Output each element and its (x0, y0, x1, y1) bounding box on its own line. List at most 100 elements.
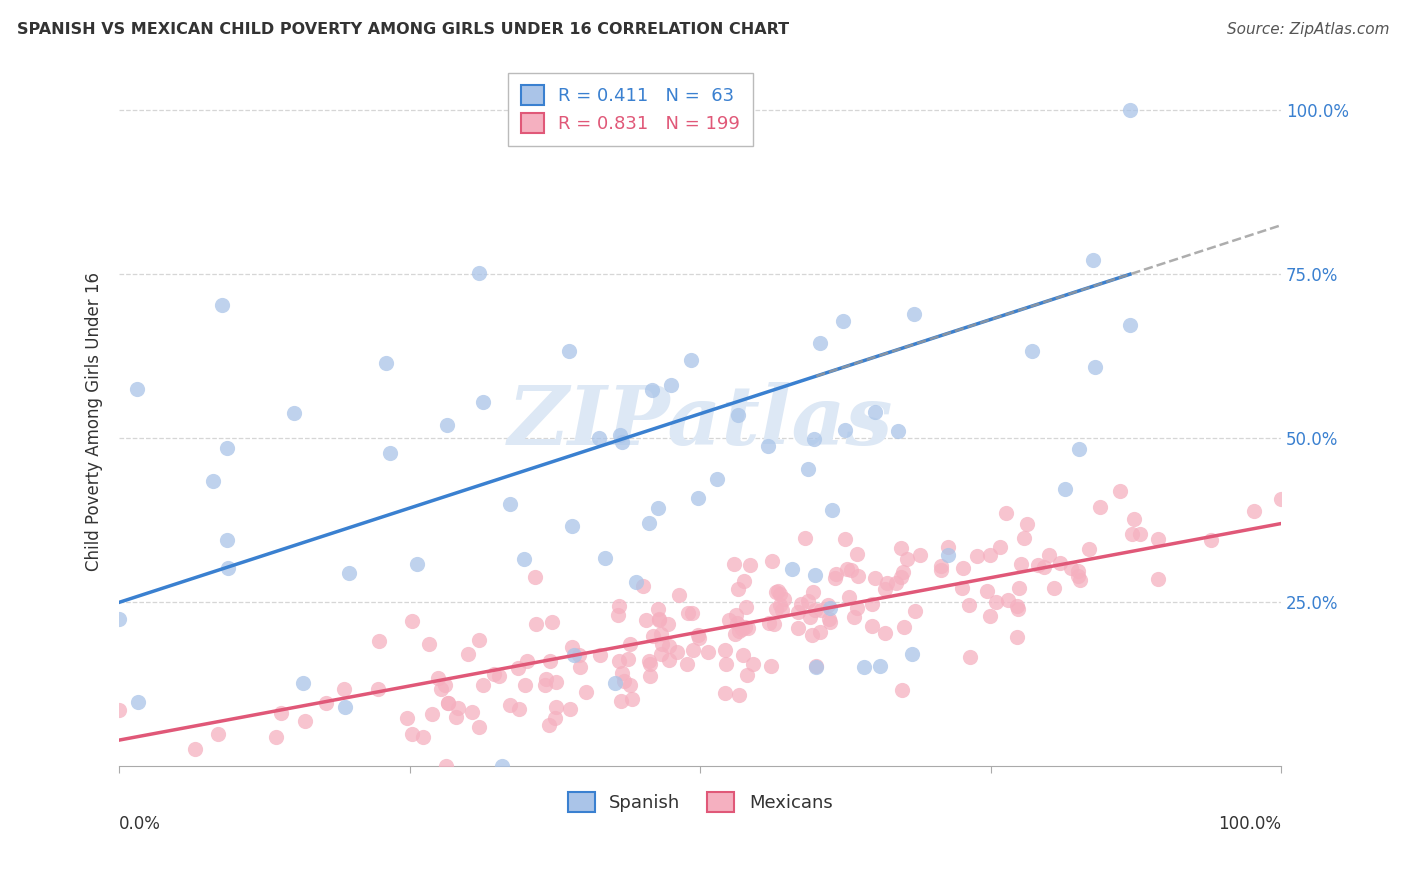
Point (1147, 532, 1170, 546)
Point (593, 550, 616, 565)
Point (714, 686, 737, 700)
Point (910, 548, 932, 562)
Point (765, 584, 787, 599)
Point (619, 637, 641, 651)
Point (638, 657, 661, 672)
Point (681, 353, 703, 368)
Point (335, 699, 357, 714)
Point (818, 600, 841, 615)
Point (817, 598, 839, 612)
Point (765, 602, 787, 616)
Point (650, 647, 672, 661)
Point (997, 593, 1019, 607)
Point (631, 579, 654, 593)
Point (437, 696, 460, 710)
Point (537, 717, 560, 731)
Point (488, 669, 510, 683)
Point (513, 552, 536, 566)
Point (676, 657, 699, 672)
Point (523, 570, 546, 584)
Point (869, 659, 891, 673)
Point (1109, 483, 1132, 498)
Point (773, 591, 796, 606)
Point (657, 616, 679, 631)
Point (1012, 531, 1035, 545)
Point (524, 617, 547, 632)
Point (1043, 581, 1066, 595)
Point (1147, 572, 1170, 586)
Point (1119, 103, 1142, 118)
Point (896, 552, 918, 566)
Point (959, 650, 981, 665)
Point (824, 566, 846, 581)
Point (724, 607, 747, 622)
Point (834, 532, 856, 546)
Point (1067, 564, 1090, 578)
Point (1199, 533, 1222, 547)
Point (666, 645, 689, 659)
Point (621, 691, 644, 706)
Point (727, 408, 749, 422)
Text: SPANISH VS MEXICAN CHILD POVERTY AMONG GIRLS UNDER 16 CORRELATION CHART: SPANISH VS MEXICAN CHILD POVERTY AMONG G… (17, 22, 789, 37)
Point (806, 658, 828, 673)
Point (759, 658, 782, 673)
Point (853, 659, 876, 673)
Point (735, 668, 758, 682)
Point (125, 382, 148, 396)
Point (127, 695, 149, 709)
Point (810, 603, 832, 617)
Point (890, 541, 912, 556)
Point (447, 700, 470, 714)
Point (838, 591, 860, 605)
Point (728, 624, 751, 639)
Point (215, 533, 238, 548)
Point (546, 700, 568, 714)
Point (780, 562, 803, 576)
Point (986, 595, 1008, 609)
Point (763, 616, 786, 631)
Point (626, 575, 648, 590)
Point (976, 583, 998, 598)
Point (929, 558, 952, 573)
Point (401, 727, 423, 741)
Point (1069, 574, 1091, 588)
Point (890, 570, 912, 584)
Point (966, 549, 988, 563)
Point (887, 424, 910, 438)
Point (734, 620, 756, 634)
Point (467, 266, 489, 280)
Point (1053, 483, 1076, 497)
Point (804, 660, 827, 674)
Point (741, 657, 763, 672)
Point (758, 615, 780, 630)
Point (688, 491, 710, 506)
Point (793, 531, 815, 545)
Point (979, 548, 1001, 562)
Point (610, 694, 633, 708)
Point (890, 682, 912, 697)
Point (1059, 561, 1081, 575)
Point (637, 516, 659, 530)
Point (558, 702, 581, 716)
Point (723, 558, 745, 572)
Point (207, 727, 229, 741)
Point (202, 474, 225, 488)
Point (682, 642, 704, 657)
Point (395, 711, 418, 725)
Point (468, 633, 491, 648)
Point (533, 678, 555, 692)
Point (562, 648, 585, 662)
Point (610, 666, 633, 681)
Point (789, 597, 811, 611)
Point (367, 682, 389, 697)
Point (824, 571, 846, 585)
Point (845, 600, 868, 615)
Point (860, 618, 883, 632)
Point (696, 645, 718, 659)
Point (609, 654, 631, 668)
Point (641, 384, 664, 398)
Point (506, 661, 529, 675)
Point (183, 742, 205, 756)
Point (467, 720, 489, 734)
Point (1081, 253, 1104, 268)
